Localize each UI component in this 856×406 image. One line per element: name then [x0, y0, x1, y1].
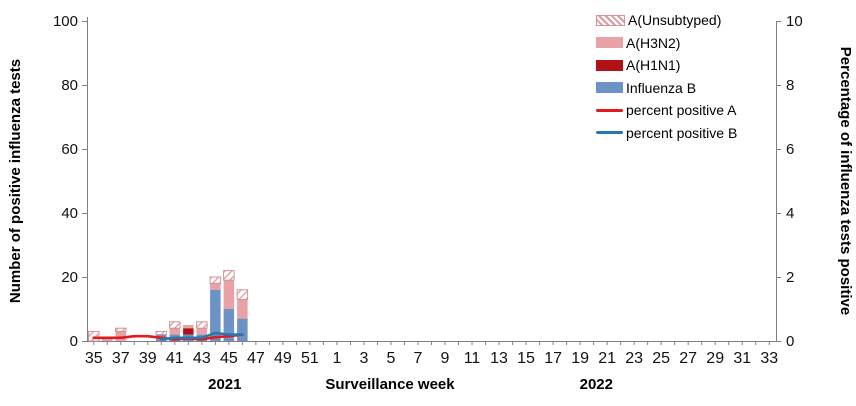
svg-text:80: 80 [61, 77, 78, 94]
svg-text:3: 3 [359, 350, 368, 367]
bar-a-unsubtyped--week-43 [196, 321, 208, 329]
svg-text:40: 40 [61, 205, 78, 222]
chart-legend: A(Unsubtyped) A(H3N2) A(H1N1) Influenza … [596, 9, 737, 144]
svg-text:45: 45 [220, 350, 238, 367]
svg-text:27: 27 [679, 350, 697, 367]
bar-a-unsubtyped--week-44 [209, 276, 222, 284]
svg-text:41: 41 [166, 350, 184, 367]
bars-layer [88, 270, 249, 342]
dark-red-swatch-icon [596, 59, 623, 71]
axis-titles: Number of positive influenza tests Percen… [7, 47, 854, 393]
svg-text:17: 17 [544, 350, 562, 367]
svg-text:47: 47 [247, 350, 265, 367]
svg-text:33: 33 [760, 350, 778, 367]
svg-text:20: 20 [61, 269, 78, 286]
legend-item-a-unsubtyped: A(Unsubtyped) [596, 9, 737, 32]
bar-influenza-b-week-44 [210, 289, 221, 341]
blue-line-swatch-icon [596, 131, 623, 135]
svg-text:10: 10 [786, 13, 803, 30]
left-axis-ticks: 0 20 40 60 80 100 [53, 13, 87, 350]
bar-a-h3n2--week-45 [223, 280, 235, 309]
svg-text:4: 4 [786, 205, 794, 222]
svg-text:43: 43 [193, 350, 211, 367]
svg-text:31: 31 [733, 350, 751, 367]
bar-a-h3n2--week-36 [102, 337, 113, 341]
hatched-swatch-icon [596, 14, 625, 26]
svg-text:6: 6 [786, 141, 794, 158]
svg-text:37: 37 [112, 350, 130, 367]
svg-text:23: 23 [625, 350, 643, 367]
pink-swatch-icon [596, 37, 623, 49]
bar-a-h3n2--week-37 [115, 331, 127, 341]
year-label-2022: 2022 [580, 376, 613, 393]
svg-text:0: 0 [70, 333, 78, 350]
blue-swatch-icon [596, 82, 623, 94]
svg-text:39: 39 [139, 350, 157, 367]
legend-label: percent positive A [626, 102, 737, 119]
svg-text:25: 25 [652, 350, 670, 367]
line-percent-positive-b [160, 331, 244, 341]
svg-text:49: 49 [274, 350, 292, 367]
x-axis-ticks: 35 37 39 41 43 45 47 49 51 1 3 5 7 9 11 13 15 17 19 21 23 25 2… [85, 341, 778, 367]
legend-label: A(H1N1) [626, 57, 681, 74]
bar-a-h3n2--week-43 [196, 328, 208, 335]
right-axis-title: Percentage of influenza tests positive [837, 47, 854, 315]
red-line-swatch-icon [596, 108, 623, 112]
svg-text:2: 2 [786, 269, 794, 286]
bar-a-h3n2--week-44 [210, 283, 221, 290]
right-axis-ticks: 0 2 4 6 8 10 [776, 13, 803, 350]
svg-text:13: 13 [490, 350, 508, 367]
svg-text:35: 35 [85, 350, 103, 367]
svg-text:21: 21 [598, 350, 616, 367]
svg-text:8: 8 [786, 77, 794, 94]
bar-a-h3n2--week-41 [169, 328, 181, 335]
bar-a-h3n2--week-42 [183, 325, 194, 329]
bar-a-unsubtyped--week-45 [223, 270, 235, 281]
svg-text:0: 0 [786, 333, 794, 350]
bar-influenza-b-week-46 [237, 318, 248, 341]
svg-text:51: 51 [301, 350, 319, 367]
bar-a-h3n2--week-46 [237, 299, 248, 319]
bar-a-unsubtyped--week-41 [169, 321, 181, 329]
legend-label: percent positive B [626, 124, 738, 141]
svg-text:1: 1 [332, 350, 341, 367]
bar-a-unsubtyped--week-40 [155, 330, 168, 336]
year-label-2021: 2021 [208, 376, 241, 393]
legend-label: Influenza B [626, 79, 697, 96]
svg-text:29: 29 [706, 350, 724, 367]
legend-label: A(Unsubtyped) [628, 12, 722, 29]
bar-a-unsubtyped--week-37 [115, 327, 127, 332]
legend-item-influenza-b: Influenza B [596, 77, 737, 100]
legend-label: A(H3N2) [626, 34, 681, 51]
svg-text:11: 11 [464, 350, 481, 367]
svg-text:60: 60 [61, 141, 78, 158]
legend-item-percent-positive-b: percent positive B [596, 122, 737, 145]
svg-text:5: 5 [387, 350, 396, 367]
bar-a-h1n1--week-42 [183, 328, 194, 335]
bar-a-unsubtyped--week-35 [88, 330, 100, 342]
svg-text:9: 9 [441, 350, 450, 367]
x-axis-title: Surveillance week [325, 376, 455, 393]
svg-text:7: 7 [414, 350, 423, 367]
legend-item-a-h1n1: A(H1N1) [596, 54, 737, 77]
bar-a-unsubtyped--week-46 [236, 289, 249, 300]
bar-influenza-b-week-45 [223, 309, 235, 341]
svg-text:19: 19 [571, 350, 589, 367]
legend-item-a-h3n2: A(H3N2) [596, 32, 737, 55]
left-axis-title: Number of positive influenza tests [7, 59, 24, 303]
legend-item-percent-positive-a: percent positive A [596, 99, 737, 122]
svg-text:15: 15 [517, 350, 535, 367]
svg-text:100: 100 [53, 13, 78, 30]
